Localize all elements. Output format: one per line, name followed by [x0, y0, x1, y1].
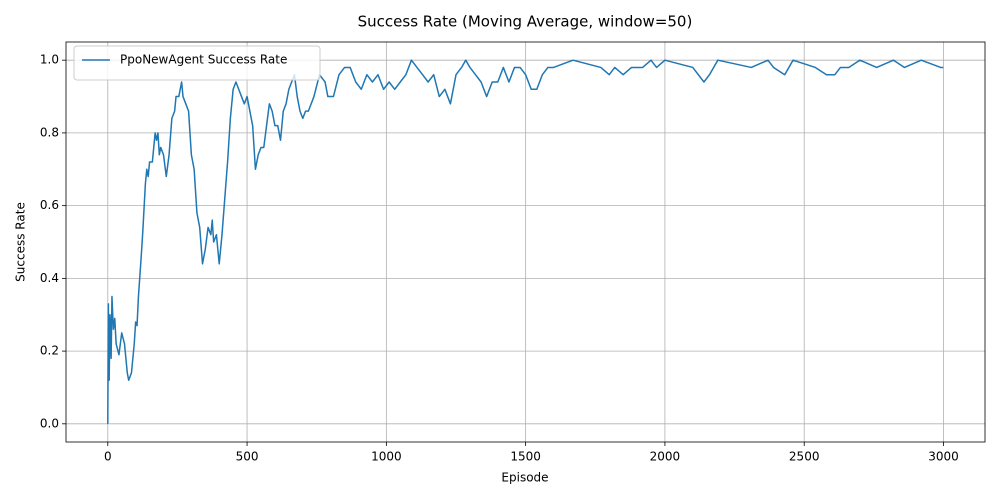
y-tick-label: 1.0 — [40, 53, 59, 67]
y-tick-label: 0.2 — [40, 344, 59, 358]
x-tick-label: 3000 — [928, 450, 959, 464]
chart-title: Success Rate (Moving Average, window=50) — [358, 13, 693, 31]
legend-box — [73, 45, 321, 81]
x-tick-label: 2000 — [650, 450, 681, 464]
x-tick-label: 2500 — [789, 450, 820, 464]
legend: PpoNewAgent Success Rate — [73, 45, 321, 81]
x-tick-label: 500 — [236, 450, 259, 464]
x-tick-label: 0 — [104, 450, 112, 464]
legend-label: PpoNewAgent Success Rate — [120, 53, 287, 67]
y-tick-label: 0.4 — [40, 271, 59, 285]
y-tick-label: 0.8 — [40, 125, 59, 139]
y-axis-label: Success Rate — [14, 202, 28, 282]
x-tick-label: 1500 — [510, 450, 541, 464]
x-tick-label: 1000 — [371, 450, 402, 464]
plot-frame — [65, 41, 986, 443]
y-tick-label: 0.0 — [40, 416, 59, 430]
line-series — [107, 59, 944, 424]
y-tick-label: 0.6 — [40, 198, 59, 212]
x-axis-label: Episode — [501, 471, 548, 485]
